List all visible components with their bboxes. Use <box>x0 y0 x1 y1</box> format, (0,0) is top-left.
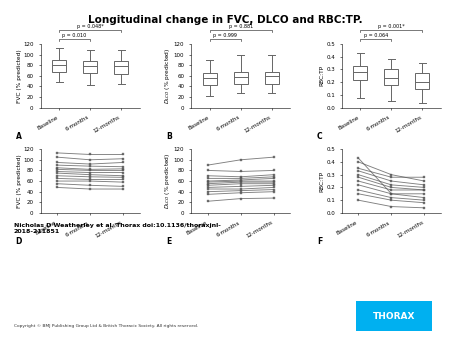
Text: F: F <box>317 237 322 246</box>
Text: A: A <box>16 132 22 141</box>
PathPatch shape <box>83 61 97 73</box>
Y-axis label: $D_{LCO}$ (% predicted): $D_{LCO}$ (% predicted) <box>163 153 172 209</box>
PathPatch shape <box>114 62 128 74</box>
PathPatch shape <box>234 72 248 84</box>
Y-axis label: RBC:TP: RBC:TP <box>320 65 325 87</box>
Text: p = 0.999: p = 0.999 <box>213 33 237 38</box>
PathPatch shape <box>265 72 279 84</box>
Text: p = 0.048*: p = 0.048* <box>76 24 104 29</box>
Text: p = 0.010: p = 0.010 <box>63 33 87 38</box>
Text: THORAX: THORAX <box>373 312 415 320</box>
Text: p = 0.881: p = 0.881 <box>229 24 253 29</box>
Text: B: B <box>166 132 172 141</box>
PathPatch shape <box>415 73 429 89</box>
Text: p = 0.064: p = 0.064 <box>364 33 388 38</box>
Text: C: C <box>317 132 323 141</box>
Text: D: D <box>16 237 22 246</box>
PathPatch shape <box>203 73 217 86</box>
Text: p = 0.001*: p = 0.001* <box>378 24 405 29</box>
Y-axis label: FVC (% predicted): FVC (% predicted) <box>17 154 22 208</box>
Text: Nicholas D Weatherley et al. Thorax doi:10.1136/thoraxjnl-
2018-211851: Nicholas D Weatherley et al. Thorax doi:… <box>14 223 220 234</box>
Text: Copyright © BMJ Publishing Group Ltd & British Thoracic Society. All rights rese: Copyright © BMJ Publishing Group Ltd & B… <box>14 324 198 329</box>
PathPatch shape <box>52 60 66 72</box>
PathPatch shape <box>384 69 398 85</box>
Y-axis label: RBC:TP: RBC:TP <box>320 170 325 192</box>
Y-axis label: FVC (% predicted): FVC (% predicted) <box>17 49 22 103</box>
Text: Longitudinal change in FVC, DLCO and RBC:TP.: Longitudinal change in FVC, DLCO and RBC… <box>88 15 362 25</box>
Text: E: E <box>166 237 171 246</box>
Y-axis label: $D_{LCO}$ (% predicted): $D_{LCO}$ (% predicted) <box>163 48 172 104</box>
PathPatch shape <box>354 66 367 80</box>
